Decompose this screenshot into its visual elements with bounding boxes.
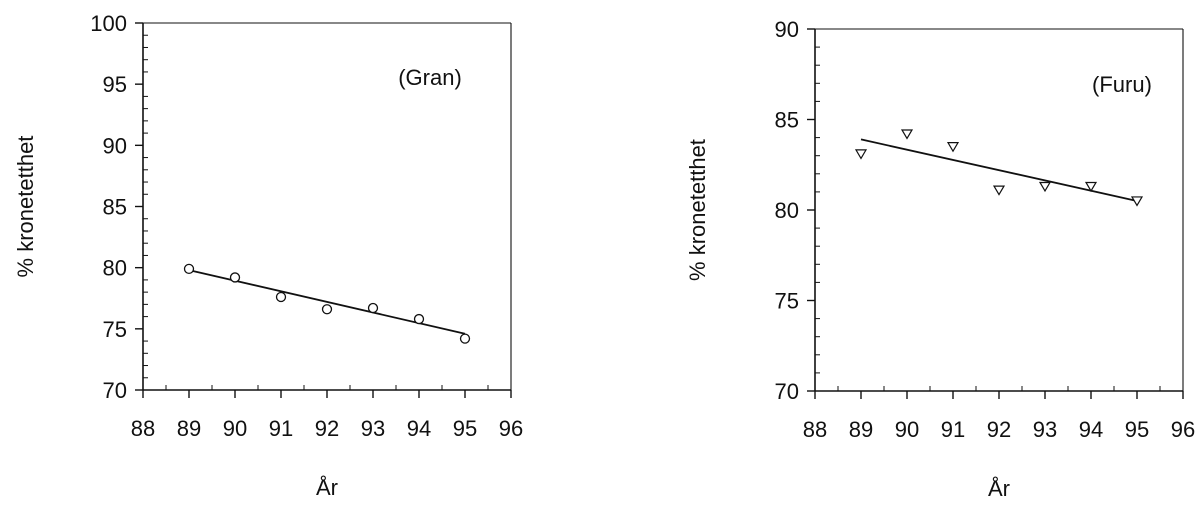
y-axis-title: % kronetetthet (13, 136, 38, 278)
x-tick-label: 92 (987, 417, 1011, 442)
x-tick-label: 89 (849, 417, 873, 442)
data-point (946, 142, 960, 153)
data-point (992, 185, 1006, 196)
y-axis-title: % kronetetthet (685, 139, 710, 281)
data-point (900, 129, 914, 140)
data-point (275, 291, 287, 303)
x-tick-label: 90 (223, 416, 247, 441)
x-tick-label: 91 (941, 417, 965, 442)
y-tick-label: 100 (90, 11, 127, 36)
x-tick-label: 90 (895, 417, 919, 442)
data-point (1130, 196, 1144, 207)
data-point (1038, 181, 1052, 193)
chart-annotation: (Gran) (398, 65, 462, 90)
x-tick-label: 95 (453, 416, 477, 441)
data-point (321, 304, 333, 315)
y-tick-label: 90 (775, 17, 799, 42)
x-tick-label: 96 (499, 416, 523, 441)
x-tick-label: 95 (1125, 417, 1149, 442)
data-point (459, 333, 471, 344)
y-tick-label: 85 (775, 108, 799, 133)
x-axis-title: År (316, 475, 338, 500)
data-point (183, 263, 195, 275)
chart-annotation: (Furu) (1092, 72, 1152, 97)
chart-1: 70 75 80 85 90 95 100 88 89 90 91 92 93 94 95 96 År % kro… (13, 11, 523, 500)
data-point (229, 272, 241, 283)
x-tick-label: 94 (407, 416, 431, 441)
x-tick-label: 92 (315, 416, 339, 441)
x-tick-label: 89 (177, 416, 201, 441)
data-point (1084, 181, 1098, 193)
y-tick-label: 75 (103, 317, 127, 342)
chart-2: 70 75 80 85 90 88 89 90 91 92 93 94 95 96 År % kronetet… (685, 17, 1195, 501)
x-tick-label: 94 (1079, 417, 1103, 442)
x-tick-label: 93 (1033, 417, 1057, 442)
x-tick-label: 91 (269, 416, 293, 441)
y-tick-label: 80 (775, 198, 799, 223)
x-axis-title: År (988, 476, 1010, 500)
y-tick-label: 80 (103, 256, 127, 281)
data-point (854, 149, 868, 160)
x-tick-label: 93 (361, 416, 385, 441)
x-tick-label: 88 (131, 416, 155, 441)
y-tick-label: 70 (775, 379, 799, 404)
data-point (367, 302, 379, 314)
y-tick-label: 90 (103, 133, 127, 158)
x-tick-label: 96 (1171, 417, 1195, 442)
x-tick-label: 88 (803, 417, 827, 442)
y-tick-label: 85 (103, 195, 127, 220)
y-tick-label: 75 (775, 289, 799, 314)
data-point (413, 313, 425, 325)
y-tick-label: 95 (103, 72, 127, 97)
y-tick-label: 70 (103, 378, 127, 403)
